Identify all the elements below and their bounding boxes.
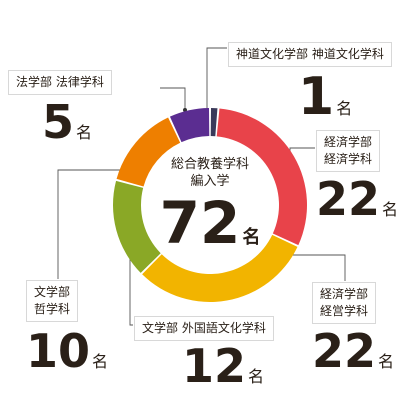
donut-slice-1 [216, 108, 307, 246]
slice-value-number: 12 [182, 339, 247, 393]
slice-label-keiei: 経済学部 経営学科 22 名 [312, 282, 394, 374]
leader-line-0 [206, 47, 228, 120]
center-title-line2: 編入学 [190, 174, 230, 189]
leader-line-4 [57, 169, 140, 280]
slice-label-text-1: 神道文化学部 [236, 47, 309, 61]
slice-value-number: 22 [312, 324, 377, 378]
donut-slice-3 [112, 180, 161, 273]
center-title: 総合教養学科 編入学 [150, 156, 270, 190]
donut-slice-5 [169, 108, 210, 143]
leader-line-5 [160, 87, 186, 110]
slice-label-box: 文学部 外国語文化学科 [134, 316, 274, 341]
slice-value-unit: 名 [92, 352, 109, 371]
slice-label-text-1: 文学部 [34, 285, 71, 299]
center-total-unit: 名 [242, 227, 261, 248]
slice-value: 22 名 [316, 176, 398, 222]
slice-value-number: 22 [316, 172, 381, 226]
slice-value-unit: 名 [336, 99, 353, 118]
slice-label-text-2: 法律学科 [55, 75, 104, 89]
leader-line-3 [129, 240, 134, 326]
slice-label-text-2: 神道文化学科 [311, 47, 384, 61]
slice-label-text-1: 法学部 [16, 75, 53, 89]
center-title-line1: 総合教養学科 [170, 157, 249, 172]
slice-label-box: 文学部 哲学科 [26, 280, 79, 322]
slice-value: 22 名 [312, 328, 394, 374]
slice-label-text-1: 文学部 [142, 321, 179, 335]
donut-slice-2 [142, 234, 298, 302]
slice-value-number: 5 [42, 95, 75, 149]
slice-value-number: 10 [26, 324, 91, 378]
slice-value-unit: 名 [378, 352, 395, 371]
slice-value-unit: 名 [248, 367, 265, 386]
slice-label-gaikokugo: 文学部 外国語文化学科 12 名 [134, 316, 274, 389]
slice-label-box: 法学部 法律学科 [8, 70, 112, 95]
slice-label-text-2: 外国語文化学科 [181, 321, 266, 335]
center-total-value: 72 [159, 189, 241, 257]
slice-label-box: 神道文化学部 神道文化学科 [228, 42, 392, 67]
slice-label-text-1: 経済学部 [320, 287, 369, 301]
donut-slices [112, 108, 307, 302]
slice-label-text-2: 経営学科 [320, 304, 369, 318]
donut-slice-0 [210, 108, 218, 137]
slice-label-tetsugaku: 文学部 哲学科 10 名 [26, 280, 108, 374]
slice-label-box: 経済学部 経済学科 [316, 130, 381, 172]
slice-value: 10 名 [26, 328, 108, 374]
slice-label-box: 経済学部 経営学科 [312, 282, 377, 324]
donut-slice-4 [116, 117, 181, 187]
center-total: 72 名 [140, 194, 280, 252]
leader-line-2 [275, 254, 346, 282]
slice-label-text-1: 経済学部 [324, 135, 373, 149]
slice-label-keizai: 経済学部 経済学科 22 名 [316, 130, 398, 222]
leader-dot-5 [183, 108, 187, 112]
slice-value: 12 名 [134, 343, 274, 389]
slice-label-text-2: 経済学科 [324, 152, 373, 166]
slice-value-unit: 名 [382, 200, 399, 219]
slice-value-number: 1 [298, 67, 335, 127]
slice-label-text-2: 哲学科 [34, 302, 71, 316]
slice-value-unit: 名 [76, 123, 93, 142]
